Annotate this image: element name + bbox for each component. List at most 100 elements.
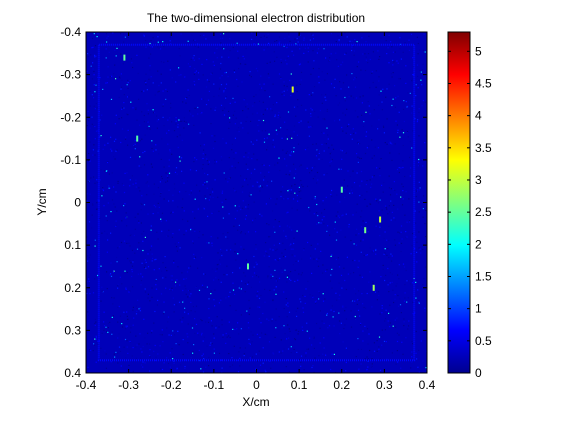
noise-cell: [325, 196, 327, 198]
noise-cell: [240, 232, 242, 234]
noise-cell: [412, 74, 414, 76]
noise-cell: [129, 245, 131, 247]
noise-cell: [342, 306, 344, 308]
noise-cell: [378, 210, 380, 212]
noise-cell: [212, 61, 214, 63]
noise-cell: [336, 59, 338, 61]
noise-cell: [275, 249, 277, 252]
noise-cell: [120, 73, 122, 75]
hotspot: [340, 186, 343, 193]
noise-cell: [348, 86, 350, 88]
noise-cell: [299, 298, 301, 300]
noise-cell: [290, 248, 292, 250]
noise-cell: [148, 185, 150, 187]
noise-cell: [226, 265, 228, 267]
noise-cell: [310, 73, 312, 75]
noise-cell: [143, 90, 145, 92]
noise-cell: [297, 99, 299, 101]
noise-cell: [243, 248, 245, 250]
noise-cell: [317, 116, 319, 118]
noise-cell: [231, 165, 233, 167]
noise-cell: [353, 50, 356, 52]
noise-cell: [379, 313, 381, 315]
noise-cell: [194, 68, 196, 70]
noise-cell: [129, 341, 131, 343]
noise-cell: [321, 102, 323, 104]
noise-cell: [371, 363, 373, 365]
noise-cell: [362, 239, 364, 241]
noise-cell: [393, 181, 395, 183]
noise-cell: [109, 76, 111, 78]
noise-cell: [202, 164, 204, 166]
noise-cell: [258, 130, 260, 132]
noise-cell: [123, 94, 125, 96]
noise-cell: [317, 150, 319, 152]
noise-cell: [102, 148, 104, 150]
noise-cell: [297, 143, 300, 145]
noise-cell: [292, 93, 294, 95]
noise-cell: [293, 242, 295, 245]
colorbar-tick-label: 2.5: [475, 205, 492, 219]
noise-cell: [345, 52, 347, 54]
noise-cell: [124, 270, 126, 272]
noise-cell: [123, 33, 125, 35]
noise-cell: [208, 199, 210, 201]
noise-cell: [381, 209, 383, 211]
noise-cell: [411, 105, 413, 107]
noise-cell: [228, 335, 230, 337]
noise-cell: [194, 198, 196, 200]
noise-cell: [87, 53, 89, 55]
noise-cell: [342, 214, 344, 216]
noise-cell: [208, 298, 210, 300]
noise-cell: [243, 58, 245, 60]
noise-cell: [311, 125, 313, 127]
noise-cell: [371, 72, 373, 74]
noise-cell: [86, 281, 89, 283]
noise-cell: [89, 127, 91, 129]
noise-cell: [152, 37, 154, 39]
noise-cell: [385, 274, 387, 276]
noise-cell: [368, 333, 370, 335]
noise-cell: [277, 162, 279, 164]
noise-cell: [245, 63, 247, 65]
noise-cell: [155, 144, 157, 146]
noise-cell: [214, 159, 216, 161]
noise-cell: [214, 140, 216, 143]
noise-cell: [300, 361, 302, 363]
noise-cell: [251, 32, 253, 34]
noise-cell: [222, 138, 224, 140]
noise-cell: [258, 350, 260, 352]
noise-cell: [245, 48, 247, 50]
noise-cell: [184, 311, 186, 313]
noise-cell: [257, 306, 259, 308]
noise-cell: [225, 142, 227, 144]
noise-cell: [393, 61, 395, 63]
noise-cell: [194, 107, 196, 109]
noise-cell: [280, 77, 282, 80]
noise-cell: [147, 174, 149, 176]
noise-cell: [123, 205, 125, 207]
noise-cell: [225, 178, 227, 180]
noise-cell: [250, 343, 252, 345]
noise-cell: [252, 276, 254, 278]
noise-cell: [360, 226, 363, 228]
noise-cell: [391, 281, 393, 283]
noise-cell: [157, 70, 159, 72]
noise-cell: [329, 59, 331, 62]
noise-cell: [212, 196, 214, 199]
noise-cell: [134, 228, 136, 230]
noise-cell: [91, 227, 93, 229]
noise-cell: [91, 37, 94, 40]
noise-cell: [213, 64, 215, 66]
noise-cell: [150, 163, 152, 165]
noise-cell: [106, 233, 108, 235]
noise-cell: [188, 267, 190, 269]
noise-cell: [213, 348, 215, 350]
noise-cell: [420, 199, 422, 201]
noise-cell: [180, 120, 182, 122]
noise-cell: [394, 319, 396, 321]
noise-cell: [216, 57, 218, 59]
noise-cell: [293, 54, 295, 56]
noise-cell: [175, 117, 177, 119]
noise-cell: [126, 113, 128, 115]
